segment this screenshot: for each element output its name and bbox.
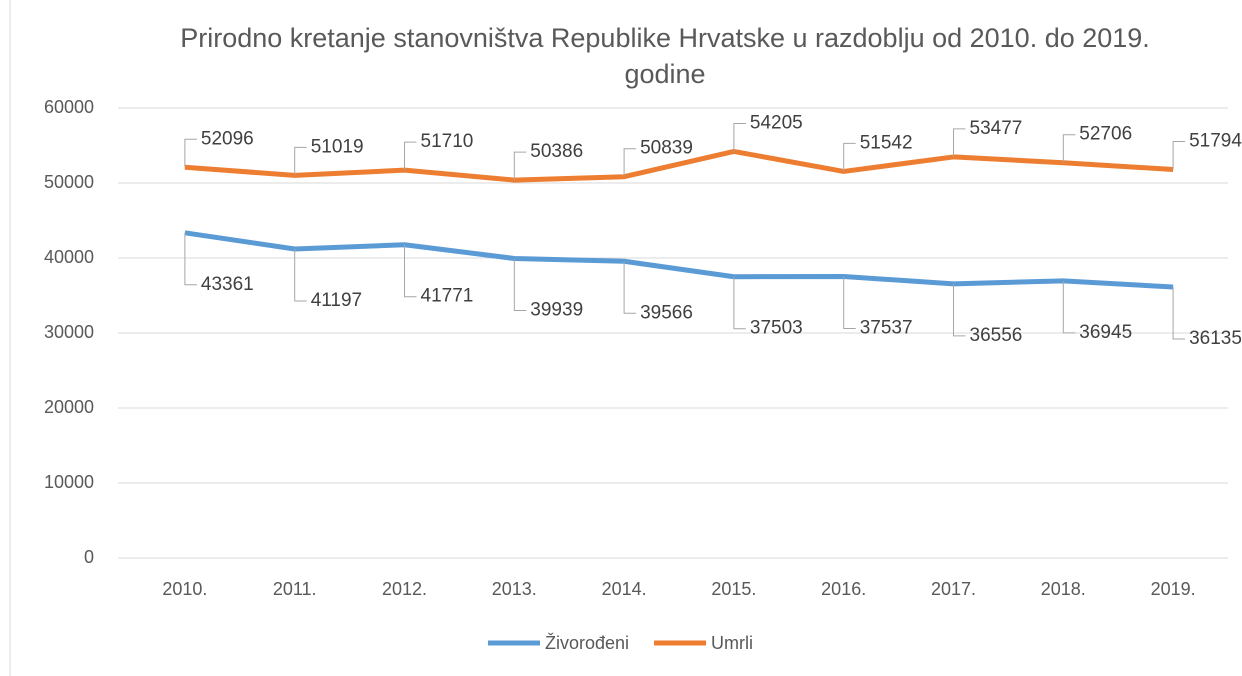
legend-label: Živorođeni <box>545 633 629 653</box>
label-leader <box>513 151 527 181</box>
label-leader <box>623 148 637 177</box>
y-tick-label: 40000 <box>44 247 94 267</box>
x-tick-label: 2019. <box>1151 579 1196 599</box>
x-tick-label: 2012. <box>382 579 427 599</box>
label-leader <box>953 283 966 337</box>
data-label: 54205 <box>750 112 803 133</box>
y-tick-label: 0 <box>84 547 94 567</box>
data-label: 52096 <box>201 128 254 149</box>
data-label: 51019 <box>311 136 364 157</box>
data-label: 36945 <box>1079 322 1132 343</box>
data-label: 36135 <box>1189 328 1242 349</box>
y-tick-label: 60000 <box>44 97 94 117</box>
data-label: 39566 <box>640 302 693 323</box>
label-leader <box>1062 134 1076 163</box>
label-leader <box>404 244 417 298</box>
data-label: 36556 <box>970 325 1023 346</box>
data-label: 53477 <box>970 118 1023 139</box>
data-label: 37537 <box>860 317 913 338</box>
label-leader <box>953 128 966 157</box>
label-leader <box>294 146 307 176</box>
data-label: 39939 <box>530 299 583 320</box>
x-tick-label: 2017. <box>931 579 976 599</box>
x-tick-label: 2018. <box>1041 579 1086 599</box>
label-leader <box>184 138 197 168</box>
chart-title: Prirodno kretanje stanovništva Republike… <box>180 23 1150 89</box>
data-label: 51710 <box>421 131 474 152</box>
series-line <box>184 230 1174 290</box>
x-tick-label: 2010. <box>162 579 207 599</box>
label-leader <box>184 232 197 286</box>
label-leader <box>733 122 746 152</box>
label-leader <box>404 141 417 171</box>
x-tick-label: 2013. <box>492 579 537 599</box>
data-label: 51542 <box>860 132 913 153</box>
label-leader <box>1062 280 1076 334</box>
data-label: 52706 <box>1079 124 1132 145</box>
label-leader <box>843 276 856 329</box>
label-leader <box>843 142 856 172</box>
data-label: 41771 <box>421 286 474 307</box>
x-tick-label: 2014. <box>602 579 647 599</box>
x-tick-label: 2016. <box>821 579 866 599</box>
label-leader <box>733 276 746 330</box>
data-label: 43361 <box>201 274 254 295</box>
y-tick-label: 50000 <box>44 172 94 192</box>
x-tick-label: 2011. <box>273 579 317 599</box>
data-label: 41197 <box>311 290 362 311</box>
label-leader <box>1172 286 1186 340</box>
series-line <box>184 148 1174 183</box>
label-leader <box>623 261 637 314</box>
label-leader <box>513 258 527 311</box>
data-label: 50839 <box>640 138 693 159</box>
x-tick-label: 2015. <box>711 579 756 599</box>
y-tick-label: 20000 <box>44 397 94 417</box>
label-leader <box>294 249 307 302</box>
legend-label: Umrli <box>711 633 753 653</box>
data-label: 50386 <box>530 141 583 162</box>
y-tick-label: 10000 <box>44 472 94 492</box>
data-label: 51794 <box>1189 131 1242 152</box>
data-label: 37503 <box>750 318 803 339</box>
y-tick-label: 30000 <box>44 322 94 342</box>
label-leader <box>1172 141 1186 170</box>
